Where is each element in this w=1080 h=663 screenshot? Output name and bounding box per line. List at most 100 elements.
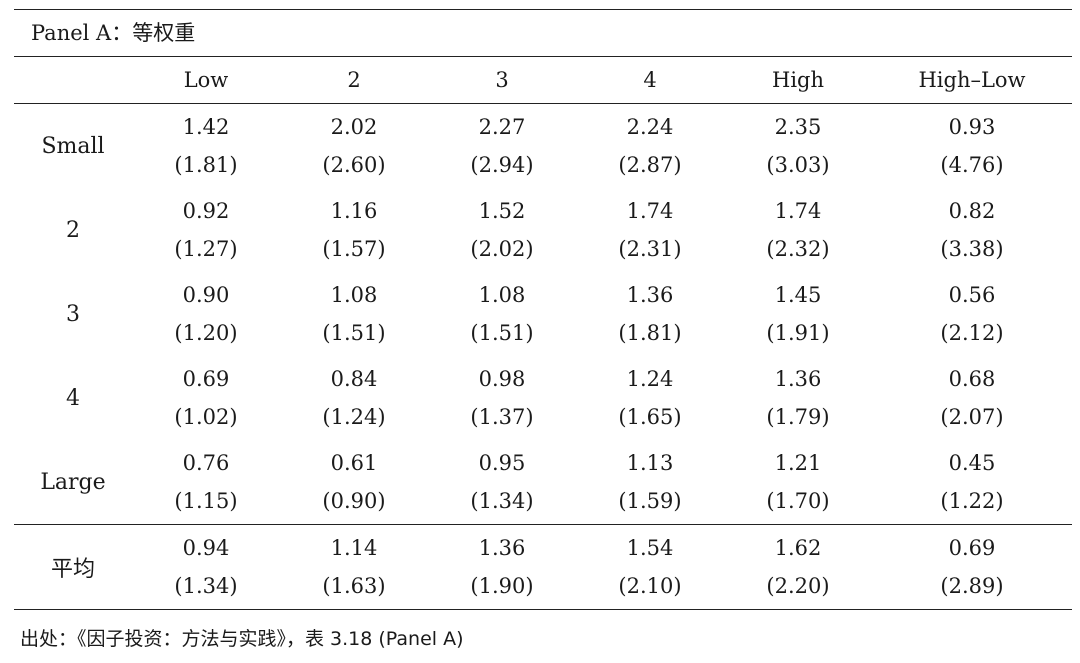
table-cell: 1.74 (2.31) xyxy=(576,188,724,272)
table-cell: 0.82 (3.38) xyxy=(872,188,1072,272)
cell-value: 1.74 xyxy=(774,199,822,223)
cell-tstat: (0.90) xyxy=(322,489,386,513)
table-cell: 1.74 (2.32) xyxy=(724,188,872,272)
cell-tstat: (1.59) xyxy=(618,489,682,513)
cell-value: 1.62 xyxy=(774,536,822,560)
cell-value: 1.42 xyxy=(182,115,230,139)
average-rule xyxy=(14,524,1072,525)
cell-value: 2.02 xyxy=(330,115,378,139)
table-body: Small 1.42 (1.81) 2.02 (2.60) 2.27 (2.94) 2.24 (… xyxy=(14,104,1072,524)
cell-tstat: (2.20) xyxy=(766,574,830,598)
table-cell: 0.69 (2.89) xyxy=(872,525,1072,609)
cell-tstat: (2.89) xyxy=(940,574,1004,598)
cell-value: 1.08 xyxy=(330,283,378,307)
row-label: 2 xyxy=(66,217,80,243)
source-note: 出处：《因子投资：方法与实践》，表 3.18 (Panel A) xyxy=(20,628,464,650)
column-header: 2 xyxy=(347,68,361,92)
cell-tstat: (3.03) xyxy=(766,153,830,177)
cell-tstat: (2.12) xyxy=(940,321,1004,345)
cell-tstat: (1.57) xyxy=(322,237,386,261)
average-block: 平均 0.94 (1.34) 1.14 (1.63) 1.36 (1.90) 1.54 (2.1… xyxy=(14,525,1072,609)
row-label: Large xyxy=(40,469,106,495)
cell-tstat: (2.31) xyxy=(618,237,682,261)
cell-value: 0.76 xyxy=(182,451,230,475)
cell-tstat: (2.07) xyxy=(940,405,1004,429)
cell-tstat: (1.34) xyxy=(174,574,238,598)
cell-value: 1.52 xyxy=(478,199,526,223)
table-cell: 1.45 (1.91) xyxy=(724,272,872,356)
cell-value: 0.82 xyxy=(948,199,996,223)
table-cell: 1.42 (1.81) xyxy=(132,104,280,188)
column-header: 3 xyxy=(495,68,509,92)
cell-value: 0.56 xyxy=(948,283,996,307)
row-label: 平均 xyxy=(50,557,95,582)
table-cell: 0.90 (1.20) xyxy=(132,272,280,356)
cell-tstat: (2.87) xyxy=(618,153,682,177)
cell-tstat: (2.10) xyxy=(618,574,682,598)
cell-value: 2.24 xyxy=(626,115,674,139)
cell-value: 1.36 xyxy=(478,536,526,560)
column-header: 4 xyxy=(643,68,657,92)
cell-value: 0.94 xyxy=(182,536,230,560)
table-cell: 0.93 (4.76) xyxy=(872,104,1072,188)
table-cell: 2.27 (2.94) xyxy=(428,104,576,188)
cell-tstat: (1.34) xyxy=(470,489,534,513)
table-row-group: 平均 0.94 (1.34) 1.14 (1.63) 1.36 (1.90) 1.54 (2.1… xyxy=(14,525,1072,609)
table-cell: 1.52 (2.02) xyxy=(428,188,576,272)
cell-value: 0.98 xyxy=(478,367,526,391)
cell-tstat: (1.22) xyxy=(940,489,1004,513)
table-cell: 0.84 (1.24) xyxy=(280,356,428,440)
table-cell: 1.08 (1.51) xyxy=(428,272,576,356)
cell-value: 0.93 xyxy=(948,115,996,139)
table-cell: 1.36 (1.81) xyxy=(576,272,724,356)
table-row-group: Large 0.76 (1.15) 0.61 (0.90) 0.95 (1.34) 1.13 (… xyxy=(14,440,1072,524)
cell-value: 0.61 xyxy=(330,451,378,475)
row-label: Small xyxy=(41,133,105,159)
column-header: Low xyxy=(183,68,229,92)
table-row-group: Small 1.42 (1.81) 2.02 (2.60) 2.27 (2.94) 2.24 (… xyxy=(14,104,1072,188)
table-cell: 0.68 (2.07) xyxy=(872,356,1072,440)
cell-tstat: (4.76) xyxy=(940,153,1004,177)
cell-tstat: (2.32) xyxy=(766,237,830,261)
table-cell: 0.92 (1.27) xyxy=(132,188,280,272)
cell-value: 1.08 xyxy=(478,283,526,307)
cell-value: 1.54 xyxy=(626,536,674,560)
table-cell: 1.62 (2.20) xyxy=(724,525,872,609)
table-cell: 1.36 (1.90) xyxy=(428,525,576,609)
cell-tstat: (1.27) xyxy=(174,237,238,261)
cell-value: 1.21 xyxy=(774,451,822,475)
cell-value: 0.95 xyxy=(478,451,526,475)
cell-tstat: (1.51) xyxy=(322,321,386,345)
table-cell: 1.16 (1.57) xyxy=(280,188,428,272)
panel-title: Panel A：等权重 xyxy=(31,21,196,45)
cell-tstat: (1.70) xyxy=(766,489,830,513)
column-header: High–Low xyxy=(918,68,1026,92)
table-cell: 2.02 (2.60) xyxy=(280,104,428,188)
table-row-group: 2 0.92 (1.27) 1.16 (1.57) 1.52 (2.02) 1.74 (2.31… xyxy=(14,188,1072,272)
table-cell: 0.95 (1.34) xyxy=(428,440,576,524)
cell-value: 0.84 xyxy=(330,367,378,391)
column-header: High xyxy=(772,68,824,92)
cell-tstat: (1.79) xyxy=(766,405,830,429)
table-cell: 2.35 (3.03) xyxy=(724,104,872,188)
cell-value: 0.68 xyxy=(948,367,996,391)
table-cell: 0.94 (1.34) xyxy=(132,525,280,609)
table-cell: 2.24 (2.87) xyxy=(576,104,724,188)
table-cell: 1.21 (1.70) xyxy=(724,440,872,524)
table-cell: 1.08 (1.51) xyxy=(280,272,428,356)
cell-value: 2.27 xyxy=(478,115,526,139)
header-rule xyxy=(14,103,1072,104)
cell-value: 1.13 xyxy=(626,451,674,475)
cell-tstat: (1.24) xyxy=(322,405,386,429)
bottom-rule xyxy=(14,609,1072,610)
table-cell: 0.61 (0.90) xyxy=(280,440,428,524)
cell-tstat: (2.94) xyxy=(470,153,534,177)
cell-tstat: (1.20) xyxy=(174,321,238,345)
cell-value: 1.24 xyxy=(626,367,674,391)
table-row-group: 3 0.90 (1.20) 1.08 (1.51) 1.08 (1.51) 1.36 (1.81… xyxy=(14,272,1072,356)
cell-value: 1.14 xyxy=(330,536,378,560)
table-cell: 0.69 (1.02) xyxy=(132,356,280,440)
table-cell: 0.45 (1.22) xyxy=(872,440,1072,524)
table-cell: 1.13 (1.59) xyxy=(576,440,724,524)
cell-tstat: (2.02) xyxy=(470,237,534,261)
